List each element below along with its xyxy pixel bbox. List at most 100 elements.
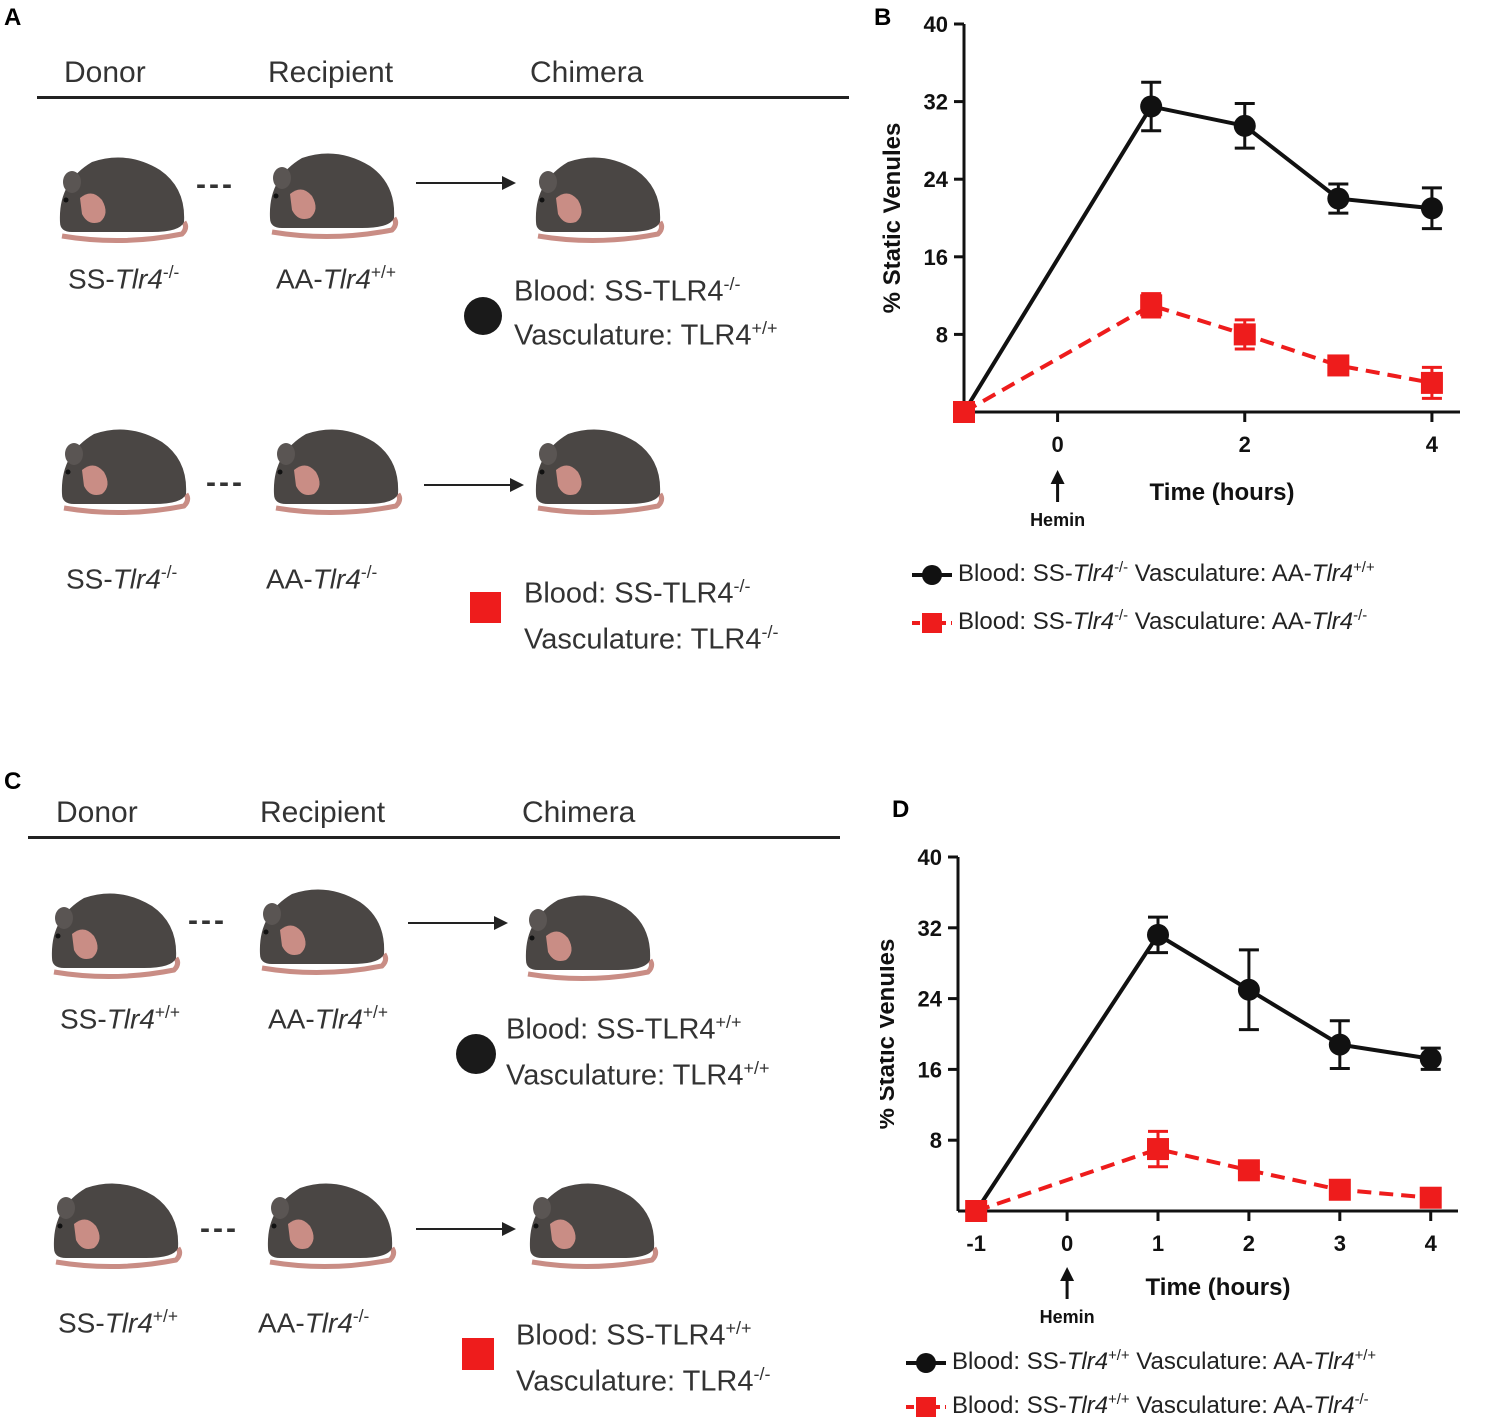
chimera-blood-label: Blood: SS-TLR4-/- xyxy=(524,576,751,610)
series-line xyxy=(974,932,1432,1213)
header-recipient: Recipient xyxy=(268,56,394,89)
data-point-square xyxy=(1420,371,1443,394)
mouse-icon xyxy=(267,1183,397,1270)
chimera-blood-label: Blood: SS-TLR4+/+ xyxy=(516,1318,752,1352)
header-recipient: Recipient xyxy=(260,796,386,829)
panel-letter-d: D xyxy=(892,796,910,823)
data-point-circle xyxy=(1140,95,1163,118)
x-tick-label: 2 xyxy=(1243,1231,1255,1256)
x-tick-label: 3 xyxy=(1334,1231,1346,1256)
x-tick-label: 4 xyxy=(1425,1231,1438,1256)
x-tick-label: 0 xyxy=(1051,432,1063,457)
x-tick-label: 1 xyxy=(1152,1231,1164,1256)
y-tick-label: 16 xyxy=(918,1057,942,1082)
chart-d: 8 16 24 32 40 -1 0 1 2 3 4 Time (hours) % Static Ven… xyxy=(880,845,1458,1327)
mouse-icon xyxy=(525,895,655,982)
legend-item: Blood: SS-Tlr4+/+ Vasculature: AA-Tlr4-/… xyxy=(906,1392,1369,1420)
arrow-icon xyxy=(424,478,524,492)
legend-item: Blood: SS-Tlr4+/+ Vasculature: AA-Tlr4+/… xyxy=(906,1348,1376,1376)
data-point-square xyxy=(953,401,975,423)
legend-square-marker-icon xyxy=(912,612,952,633)
data-point-square xyxy=(1233,323,1256,346)
circle-marker-icon xyxy=(456,1034,496,1074)
chimera-vasculature-label: Vasculature: TLR4+/+ xyxy=(514,318,778,352)
panel-letter-b: B xyxy=(874,4,892,31)
data-point-square xyxy=(1327,354,1350,377)
y-tick-label: 40 xyxy=(918,845,942,870)
y-tick-label: 24 xyxy=(918,987,943,1012)
header-chimera: Chimera xyxy=(522,796,636,829)
x-tick-label: 4 xyxy=(1426,432,1439,457)
header-rule xyxy=(28,836,840,839)
data-point-square xyxy=(1140,294,1163,317)
data-point-circle xyxy=(1419,1047,1442,1070)
mouse-icon xyxy=(269,153,399,240)
data-point-circle xyxy=(1233,114,1256,137)
header-donor: Donor xyxy=(64,56,146,89)
x-tick-label: 2 xyxy=(1239,432,1251,457)
legend-item: Blood: SS-Tlr4-/- Vasculature: AA-Tlr4-/… xyxy=(912,608,1367,636)
arrow-icon xyxy=(416,176,516,190)
panel-letter-c: C xyxy=(4,768,22,795)
mouse-icon xyxy=(535,429,665,516)
connector-dashes: --- xyxy=(200,1212,239,1245)
data-point-square xyxy=(1237,1159,1260,1182)
y-tick-label: 32 xyxy=(918,916,942,941)
y-tick-label: 40 xyxy=(924,12,948,37)
header-chimera: Chimera xyxy=(530,56,644,89)
chimera-vasculature-label: Vasculature: TLR4+/+ xyxy=(506,1058,770,1092)
x-axis-label: Time (hours) xyxy=(1146,1274,1291,1301)
connector-dashes: --- xyxy=(206,466,245,499)
y-axis-label: % Static Venules xyxy=(880,123,906,314)
x-tick-label: -1 xyxy=(966,1231,986,1256)
data-point-circle xyxy=(1147,923,1169,946)
chimera-blood-label: Blood: SS-TLR4+/+ xyxy=(506,1012,742,1046)
x-axis-label: Time (hours) xyxy=(1150,479,1295,506)
chimera-blood-label: Blood: SS-TLR4-/- xyxy=(514,274,741,308)
mouse-icon xyxy=(535,157,665,244)
panel-letter-a: A xyxy=(4,4,22,31)
legend-circle-marker-icon xyxy=(912,564,952,585)
connector-dashes: --- xyxy=(196,168,235,201)
hemin-label: Hemin xyxy=(1040,1307,1095,1327)
connector-dashes: --- xyxy=(188,904,227,937)
donor-label: SS-Tlr4-/- xyxy=(66,562,178,595)
data-point-square xyxy=(965,1200,988,1222)
data-point-circle xyxy=(1237,978,1260,1001)
chimera-vasculature-label: Vasculature: TLR4-/- xyxy=(524,622,779,656)
x-tick-label: 0 xyxy=(1061,1231,1073,1256)
y-tick-label: 8 xyxy=(936,322,948,347)
y-tick-label: 8 xyxy=(930,1128,942,1153)
data-point-circle xyxy=(1420,197,1443,220)
header-rule xyxy=(37,96,849,99)
hemin-arrow-head xyxy=(1050,470,1065,484)
square-marker-icon xyxy=(470,592,501,623)
data-point-square xyxy=(1419,1186,1442,1209)
y-tick-label: 16 xyxy=(924,245,948,270)
hemin-label: Hemin xyxy=(1030,510,1085,530)
donor-label: SS-Tlr4+/+ xyxy=(60,1002,181,1035)
circle-marker-icon xyxy=(464,297,502,335)
mouse-icon xyxy=(529,1183,659,1270)
header-donor: Donor xyxy=(56,796,138,829)
legend-circle-marker-icon xyxy=(906,1352,946,1373)
legend-item: Blood: SS-Tlr4-/- Vasculature: AA-Tlr4+/… xyxy=(912,560,1375,588)
series-line xyxy=(962,104,1433,414)
data-point-circle xyxy=(1328,1033,1351,1056)
mouse-icon xyxy=(59,157,189,244)
square-marker-icon xyxy=(462,1338,494,1370)
series-line xyxy=(975,1146,1431,1213)
data-point-circle xyxy=(1327,187,1350,210)
recipient-label: AA-Tlr4-/- xyxy=(258,1306,370,1339)
hemin-arrow-head xyxy=(1060,1267,1075,1281)
y-tick-label: 24 xyxy=(924,167,949,192)
recipient-label: AA-Tlr4-/- xyxy=(266,562,378,595)
data-point-square xyxy=(1147,1138,1169,1161)
recipient-label: AA-Tlr4+/+ xyxy=(268,1002,389,1035)
chimera-vasculature-label: Vasculature: TLR4-/- xyxy=(516,1364,771,1398)
y-axis-label: % Static Venules xyxy=(880,939,900,1130)
recipient-label: AA-Tlr4+/+ xyxy=(276,262,397,295)
series-line xyxy=(963,303,1433,414)
mouse-icon xyxy=(51,893,181,980)
